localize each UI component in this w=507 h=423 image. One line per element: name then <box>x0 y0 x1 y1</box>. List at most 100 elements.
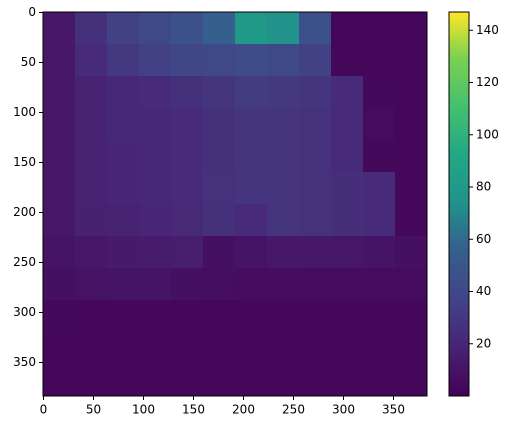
heatmap-cell <box>43 236 76 269</box>
heatmap-cell <box>139 12 172 45</box>
x-tick-label: 100 <box>132 403 155 417</box>
heatmap-cell <box>299 172 332 205</box>
x-tick-label: 350 <box>382 403 405 417</box>
heatmap-cell <box>395 12 428 45</box>
heatmap-cell <box>267 140 300 173</box>
heatmap-cell <box>235 140 268 173</box>
heatmap-cell <box>331 172 364 205</box>
heatmap-cell <box>395 76 428 109</box>
heatmap-cell <box>395 300 428 333</box>
heatmap-cell <box>43 364 76 397</box>
heatmap-cell <box>75 236 108 269</box>
heatmap-cell <box>363 268 396 301</box>
y-tick-label: 200 <box>13 205 36 219</box>
heatmap-cell <box>363 332 396 365</box>
heatmap-cell <box>203 108 236 141</box>
heatmap-cell <box>267 332 300 365</box>
heatmap-cell <box>395 268 428 301</box>
x-tick-label: 250 <box>282 403 305 417</box>
heatmap-cell <box>235 12 268 45</box>
heatmap-cell <box>171 204 204 237</box>
heatmap-cell <box>363 12 396 45</box>
heatmap-cell <box>235 332 268 365</box>
heatmap-cell <box>395 332 428 365</box>
heatmap-cell <box>107 140 140 173</box>
chart: 0501001502002503003500501001502002503003… <box>0 0 507 419</box>
x-tick-label: 300 <box>332 403 355 417</box>
heatmap-cell <box>203 268 236 301</box>
heatmap-cell <box>75 76 108 109</box>
heatmap-cell <box>395 140 428 173</box>
heatmap-cell <box>299 268 332 301</box>
heatmap-cell <box>299 204 332 237</box>
x-tick-label: 0 <box>40 403 48 417</box>
heatmap-cell <box>363 204 396 237</box>
colorbar <box>449 12 469 396</box>
colorbar-tick-label: 60 <box>476 232 491 246</box>
heatmap-cell <box>235 76 268 109</box>
y-tick-label: 250 <box>13 255 36 269</box>
heatmap-cell <box>139 268 172 301</box>
heatmap-cell <box>395 364 428 397</box>
heatmap-cell <box>139 300 172 333</box>
heatmap-cell <box>171 332 204 365</box>
heatmap-cell <box>203 204 236 237</box>
heatmap-cell <box>171 140 204 173</box>
colorbar-tick-label: 40 <box>476 284 491 298</box>
heatmap-cell <box>203 76 236 109</box>
heatmap-cell <box>43 76 76 109</box>
heatmap-cell <box>363 236 396 269</box>
heatmap-cell <box>75 12 108 45</box>
heatmap-cell <box>139 76 172 109</box>
heatmap-cell <box>235 364 268 397</box>
heatmap-cell <box>171 268 204 301</box>
heatmap-cell <box>203 300 236 333</box>
heatmap-cell <box>75 140 108 173</box>
heatmap-cell <box>299 236 332 269</box>
heatmap-cell <box>331 236 364 269</box>
heatmap-cell <box>171 108 204 141</box>
x-tick-label: 150 <box>182 403 205 417</box>
heatmap-cell <box>43 12 76 45</box>
heatmap-cell <box>331 44 364 77</box>
colorbar-tick-label: 120 <box>476 75 499 89</box>
colorbar-tick-label: 80 <box>476 180 491 194</box>
heatmap-cell <box>331 108 364 141</box>
colorbar-tick-label: 20 <box>476 336 491 350</box>
heatmap-cell <box>43 44 76 77</box>
heatmap-cell <box>107 12 140 45</box>
heatmap-cell <box>107 44 140 77</box>
heatmap-cell <box>331 300 364 333</box>
heatmap-cell <box>107 204 140 237</box>
heatmap-cell <box>139 332 172 365</box>
heatmap-cell <box>171 364 204 397</box>
heatmap-cell <box>203 12 236 45</box>
heatmap-cell <box>299 332 332 365</box>
heatmap-cell <box>299 364 332 397</box>
heatmap-cell <box>171 12 204 45</box>
heatmap-cell <box>363 108 396 141</box>
heatmap-cell <box>171 172 204 205</box>
heatmap-cell <box>171 44 204 77</box>
heatmap-cell <box>331 332 364 365</box>
heatmap-cell <box>395 108 428 141</box>
heatmap-cell <box>363 364 396 397</box>
y-tick-label: 100 <box>13 105 36 119</box>
y-tick-label: 50 <box>21 55 36 69</box>
heatmap-cell <box>43 268 76 301</box>
heatmap-cell <box>299 44 332 77</box>
heatmap-cell <box>331 12 364 45</box>
heatmap-cell <box>331 76 364 109</box>
colorbar-tick-label: 140 <box>476 23 499 37</box>
heatmap-cell <box>43 332 76 365</box>
heatmap-cell <box>267 268 300 301</box>
heatmap-cell <box>203 172 236 205</box>
y-tick-label: 350 <box>13 355 36 369</box>
heatmap-cell <box>235 236 268 269</box>
heatmap-cell <box>107 364 140 397</box>
heatmap-cell <box>299 300 332 333</box>
heatmap-cell <box>139 364 172 397</box>
heatmap-cell <box>363 44 396 77</box>
heatmap-cell <box>43 204 76 237</box>
heatmap-cell <box>107 76 140 109</box>
